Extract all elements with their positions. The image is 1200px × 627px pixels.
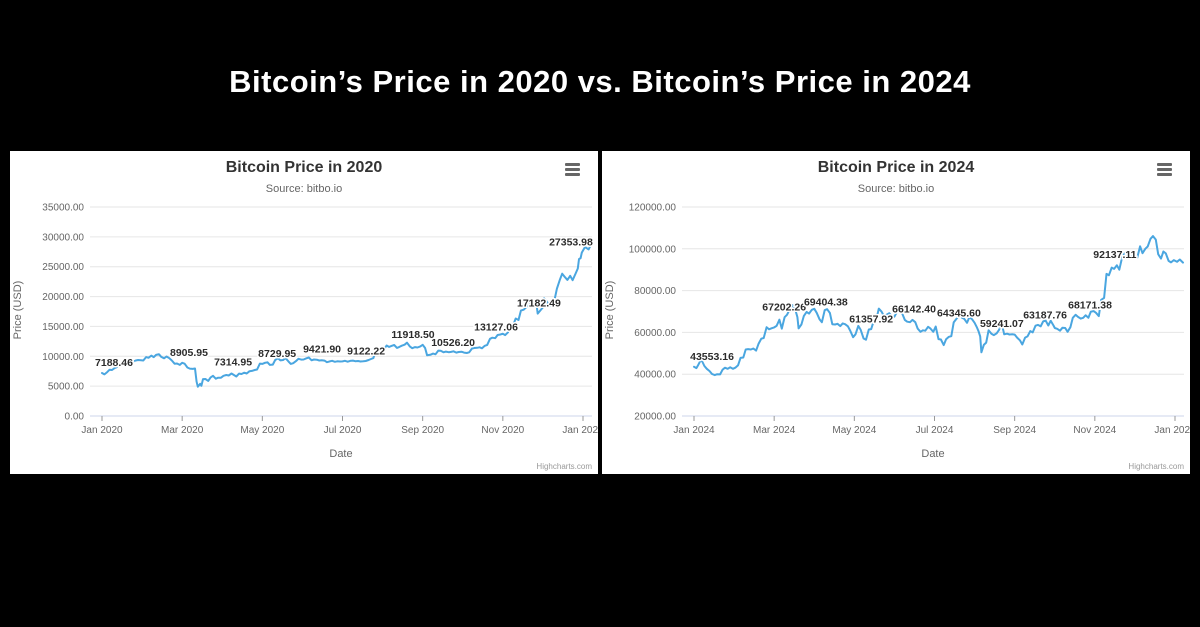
chart-subtitle: Source: bitbo.io: [857, 183, 935, 195]
data-label: 7314.95: [214, 356, 252, 368]
data-label: 63187.76: [1023, 310, 1067, 322]
x-axis-label: Jan 2024: [673, 425, 715, 436]
y-axis-label: 20000.00: [42, 292, 84, 303]
charts-row: Bitcoin Price in 2020 Source: bitbo.io 0…: [10, 151, 1190, 474]
y-axis-label: 20000.00: [634, 412, 676, 423]
chart-panel-2024: Bitcoin Price in 2024 Source: bitbo.io 2…: [602, 151, 1190, 474]
y-axis-label: 30000.00: [42, 232, 84, 243]
data-label: 64345.60: [937, 307, 981, 319]
x-axis-label: Mar 2024: [753, 425, 796, 436]
chart-menu-button[interactable]: [1153, 161, 1175, 179]
y-axis-label: 80000.00: [634, 286, 676, 297]
x-axis-label: Jan 2021: [562, 425, 598, 436]
highcharts-credit-link[interactable]: Highcharts.com: [536, 462, 592, 471]
chart-panel-2020: Bitcoin Price in 2020 Source: bitbo.io 0…: [10, 151, 598, 474]
x-axis-label: Jan 2025: [1154, 425, 1190, 436]
hamburger-icon: [564, 168, 580, 171]
x-axis-label: Mar 2020: [161, 425, 204, 436]
hamburger-icon: [1156, 163, 1172, 166]
highcharts-credit-link[interactable]: Highcharts.com: [1128, 462, 1184, 471]
data-label: 59241.07: [980, 318, 1024, 330]
data-label: 27353.98: [549, 237, 593, 249]
data-label: 61357.92: [849, 314, 893, 326]
y-axis-label: 120000.00: [629, 203, 677, 214]
hamburger-icon: [1156, 173, 1172, 176]
x-axis-label: May 2024: [832, 425, 876, 436]
y-axis-title: Price (USD): [12, 280, 24, 340]
y-axis-title: Price (USD): [604, 280, 616, 340]
page-title: Bitcoin’s Price in 2020 vs. Bitcoin’s Pr…: [229, 64, 971, 99]
data-label: 68171.38: [1068, 299, 1112, 311]
x-axis-label: Sep 2020: [401, 425, 444, 436]
data-label: 11918.50: [391, 329, 434, 341]
chart-title: Bitcoin Price in 2024: [817, 159, 975, 176]
price-line-chart-2020: 0.00 5000.00 10000.00 15000.00 20000.00 25000…: [42, 203, 598, 437]
data-label: 69404.38: [804, 297, 848, 309]
y-axis-label: 0.00: [65, 412, 85, 423]
y-axis-label: 25000.00: [42, 262, 84, 273]
data-label: 66142.40: [892, 304, 936, 316]
hamburger-icon: [1156, 168, 1172, 171]
data-label: 67202.26: [762, 301, 806, 313]
x-axis-label: Nov 2020: [481, 425, 524, 436]
chart-subtitle: Source: bitbo.io: [265, 183, 343, 195]
data-label: 17182.49: [517, 297, 561, 309]
hamburger-icon: [564, 163, 580, 166]
x-axis-label: Jan 2020: [81, 425, 123, 436]
y-axis-label: 5000.00: [48, 382, 85, 393]
x-axis-label: Jul 2020: [324, 425, 362, 436]
hamburger-icon: [564, 173, 580, 176]
price-line-series: [101, 241, 593, 388]
data-label: 8905.95: [170, 347, 208, 359]
data-label: 13127.06: [474, 322, 518, 334]
x-axis-label: Sep 2024: [993, 425, 1036, 436]
data-label: 9122.22: [347, 346, 385, 358]
price-line-series: [693, 235, 1184, 377]
x-axis-label: Jul 2024: [916, 425, 954, 436]
chart-menu-button[interactable]: [561, 161, 583, 179]
data-label: 43553.16: [690, 351, 734, 363]
data-label: 92137.11: [1093, 249, 1136, 261]
y-axis-label: 15000.00: [42, 322, 84, 333]
data-label: 10526.20: [431, 337, 475, 349]
x-axis-title: Date: [921, 448, 945, 460]
y-axis-label: 40000.00: [634, 370, 676, 381]
data-label: 7188.46: [95, 357, 133, 369]
y-axis-label: 60000.00: [634, 328, 676, 339]
chart-title: Bitcoin Price in 2020: [225, 159, 383, 176]
data-label: 9421.90: [303, 344, 341, 356]
price-line-chart-2024: 20000.00 40000.00 60000.00 80000.00 100000.0…: [629, 203, 1190, 437]
x-axis-title: Date: [329, 448, 353, 460]
data-label: 8729.95: [258, 348, 296, 360]
x-axis-label: Nov 2024: [1073, 425, 1116, 436]
y-axis-label: 10000.00: [42, 352, 84, 363]
x-axis-label: May 2020: [240, 425, 284, 436]
y-axis-label: 35000.00: [42, 203, 84, 214]
y-axis-label: 100000.00: [629, 244, 677, 255]
